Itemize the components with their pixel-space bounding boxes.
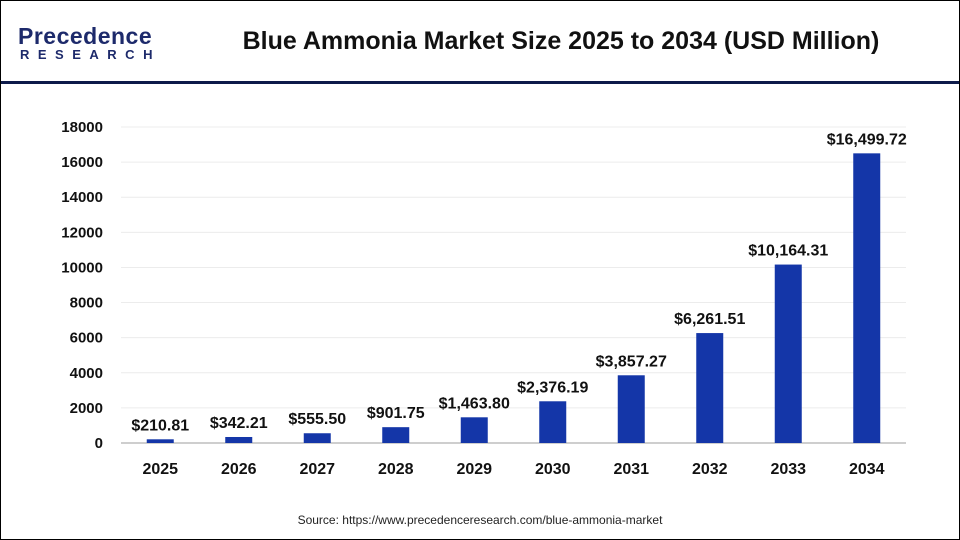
data-label: $2,376.19 (517, 379, 588, 396)
y-tick-label: 16000 (61, 154, 103, 171)
bar (460, 417, 488, 443)
x-tick-label: 2028 (378, 461, 414, 478)
precedence-research-logo: Precedence RESEARCH (18, 23, 158, 63)
bar (382, 427, 410, 443)
bar (774, 264, 802, 443)
x-tick-label: 2025 (142, 461, 178, 478)
y-tick-label: 10000 (61, 259, 103, 276)
data-label: $1,463.80 (439, 395, 510, 412)
x-tick-label: 2029 (456, 461, 492, 478)
x-tick-label: 2031 (613, 461, 649, 478)
data-label: $16,499.72 (827, 131, 907, 148)
x-tick-label: 2033 (770, 461, 806, 478)
data-label: $342.21 (210, 415, 268, 432)
chart-title: Blue Ammonia Market Size 2025 to 2034 (U… (242, 27, 880, 55)
header: Precedence RESEARCH Blue Ammonia Market … (1, 1, 959, 84)
logo-line2: RESEARCH (20, 47, 161, 62)
y-tick-label: 6000 (70, 330, 103, 347)
data-label: $10,164.31 (748, 243, 828, 260)
source-note: Source: https://www.precedenceresearch.c… (297, 513, 663, 527)
x-tick-label: 2026 (221, 461, 257, 478)
bar (853, 153, 881, 443)
data-label: $6,261.51 (674, 311, 745, 328)
data-label: $555.50 (288, 411, 346, 428)
bar (696, 333, 724, 443)
y-tick-label: 0 (95, 435, 103, 452)
x-tick-label: 2027 (299, 461, 335, 478)
bar (146, 439, 174, 443)
x-tick-label: 2030 (535, 461, 571, 478)
logo-line1: Precedence (18, 23, 153, 49)
y-tick-label: 18000 (61, 119, 103, 136)
bar (617, 375, 645, 443)
y-tick-label: 12000 (61, 224, 103, 241)
y-tick-label: 2000 (70, 400, 103, 417)
y-tick-label: 4000 (70, 365, 103, 382)
data-label: $210.81 (131, 417, 189, 434)
x-tick-label: 2034 (849, 461, 885, 478)
y-tick-label: 14000 (61, 189, 103, 206)
bar (303, 433, 331, 443)
data-label: $901.75 (367, 405, 425, 422)
bar (539, 401, 567, 443)
bar (225, 436, 253, 443)
data-label: $3,857.27 (596, 353, 667, 370)
x-tick-label: 2032 (692, 461, 728, 478)
y-tick-label: 8000 (70, 295, 103, 312)
